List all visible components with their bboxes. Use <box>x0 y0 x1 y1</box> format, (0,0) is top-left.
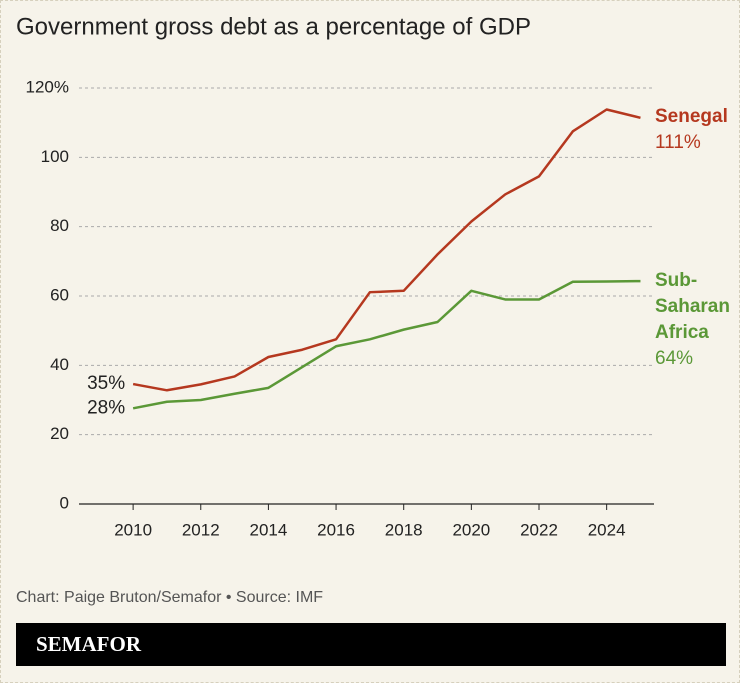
line <box>132 108 641 392</box>
series-name: Sub-Saharan Africa <box>655 270 730 343</box>
y-tick-label: 40 <box>50 355 69 374</box>
value-label: 28% <box>87 397 125 418</box>
y-tick-label: 20 <box>50 424 69 443</box>
x-tick-label: 2012 <box>182 520 220 539</box>
end-label: Sub-Saharan Africa 64% <box>655 268 733 372</box>
logo: SEMAFOR <box>36 632 142 656</box>
value-label: 111% <box>655 132 701 153</box>
x-tick-label: 2020 <box>452 520 490 539</box>
value-label: 35% <box>87 373 125 394</box>
y-tick-label: 0 <box>60 493 69 512</box>
x-tick-label: 2024 <box>588 520 626 539</box>
line <box>132 279 641 410</box>
series-name: Senegal <box>655 106 728 127</box>
x-tick-label: 2022 <box>520 520 558 539</box>
footer-bar <box>16 623 726 666</box>
x-tick-label: 2014 <box>249 520 287 539</box>
chart-title: Government gross debt as a percentage of… <box>16 13 531 40</box>
credit: Chart: Paige Bruton/Semafor • Source: IM… <box>16 589 323 606</box>
y-tick-label: 120% <box>26 77 69 96</box>
y-tick-label: 80 <box>50 216 69 235</box>
y-tick-label: 100 <box>41 147 69 166</box>
end-label: Senegal 111% <box>655 104 733 156</box>
y-tick-label: 60 <box>50 285 69 304</box>
value-label: 64% <box>655 348 694 369</box>
x-tick-label: 2016 <box>317 520 355 539</box>
x-tick-label: 2018 <box>385 520 423 539</box>
x-tick-label: 2010 <box>114 520 152 539</box>
